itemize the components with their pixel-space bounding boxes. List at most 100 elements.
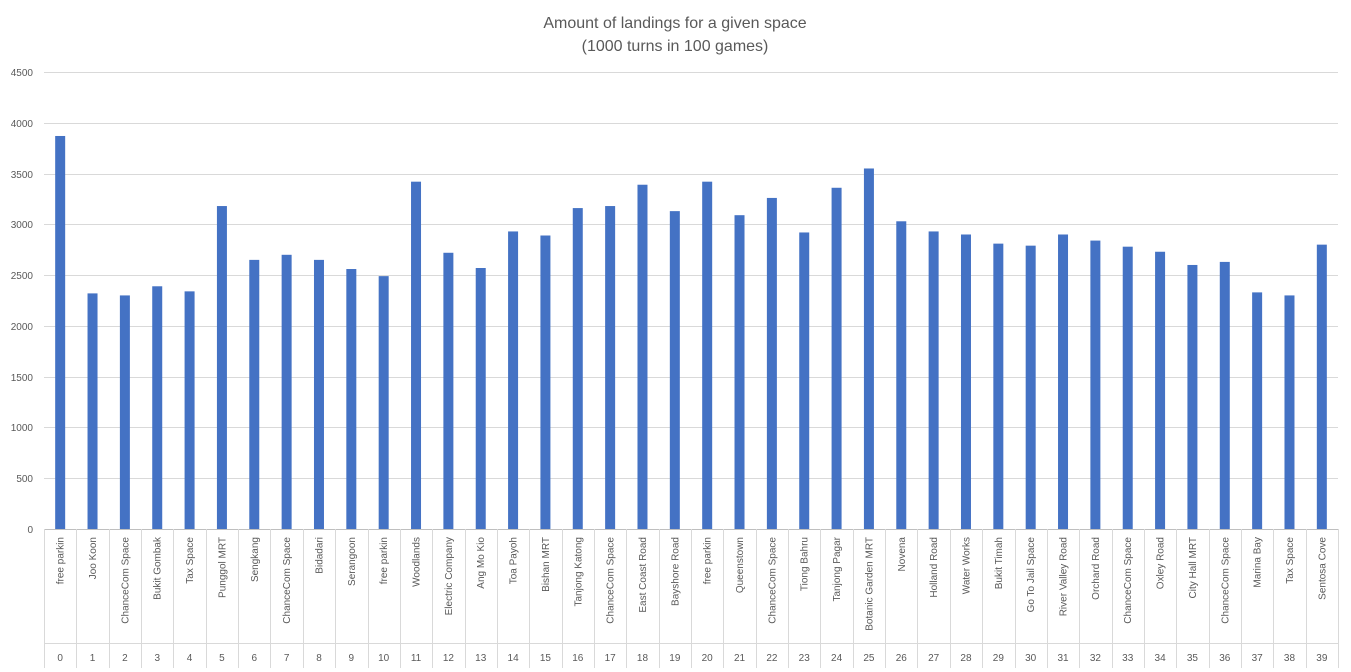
x-tick-label: ChanceCom Space	[282, 537, 293, 624]
x-tick-label: Toa Payoh	[509, 537, 520, 584]
bar	[378, 276, 389, 529]
x-index-label: 18	[637, 653, 649, 664]
y-tick-label: 4500	[11, 68, 34, 79]
bar	[1122, 246, 1133, 529]
x-index-label: 31	[1057, 653, 1069, 664]
x-tick-label: ChanceCom Space	[1220, 537, 1231, 624]
bar	[540, 235, 551, 529]
x-index-label: 21	[734, 653, 746, 664]
y-tick-label: 500	[16, 474, 33, 485]
bar	[119, 295, 130, 529]
y-tick-label: 2000	[11, 322, 34, 333]
x-index-label: 29	[993, 653, 1005, 664]
bar	[152, 286, 163, 529]
x-tick-label: Botanic Garden MRT	[864, 537, 875, 631]
bar	[831, 187, 842, 529]
x-tick-label: Joo Koon	[88, 537, 99, 579]
x-tick-label: Bayshore Road	[670, 537, 681, 606]
x-tick-label: Punggol MRT	[217, 537, 228, 598]
x-index-label: 30	[1025, 653, 1037, 664]
y-tick-label: 1500	[11, 373, 34, 384]
x-tick-label: Tanjong Pagar	[832, 536, 843, 601]
x-index-label: 7	[284, 653, 290, 664]
x-tick-label: Sengkang	[250, 537, 261, 582]
bar	[475, 268, 486, 529]
x-index-label: 26	[896, 653, 908, 664]
x-index-label: 14	[508, 653, 520, 664]
x-index-label: 1	[90, 653, 96, 664]
x-tick-label: Water Works	[961, 537, 972, 594]
x-tick-label: ChanceCom Space	[767, 537, 778, 624]
x-index-label: 39	[1316, 653, 1328, 664]
x-tick-label: Bukit Gombak	[153, 536, 164, 600]
x-tick-label: Tanjong Katong	[573, 537, 584, 607]
bar	[281, 254, 292, 530]
x-tick-label: Tax Space	[1285, 537, 1296, 584]
x-index-label: 13	[475, 653, 487, 664]
x-index-label: 0	[57, 653, 63, 664]
x-index-label: 15	[540, 653, 552, 664]
bar	[1219, 261, 1230, 529]
x-tick-label: River Valley Road	[1059, 537, 1070, 616]
bar	[572, 208, 583, 529]
x-tick-label: Go To Jail Space	[1026, 537, 1037, 613]
bar	[313, 259, 324, 529]
x-index-label: 32	[1090, 653, 1102, 664]
x-tick-label: Bishan MRT	[541, 537, 552, 592]
x-tick-label: ChanceCom Space	[120, 537, 131, 624]
y-tick-label: 3500	[11, 170, 34, 181]
bar	[87, 293, 98, 529]
x-tick-label: free parkin	[56, 537, 67, 584]
x-tick-label: ChanceCom Space	[1123, 537, 1134, 624]
bar	[1025, 245, 1036, 529]
y-tick-label: 1000	[11, 423, 34, 434]
bar	[346, 269, 357, 529]
x-tick-label: Holland Road	[929, 537, 940, 598]
bar	[508, 231, 519, 529]
x-index-label: 34	[1155, 653, 1167, 664]
x-index-label: 33	[1122, 653, 1134, 664]
x-index-label: 37	[1252, 653, 1264, 664]
x-index-label: 35	[1187, 653, 1199, 664]
bar	[605, 206, 616, 530]
x-tick-label: Ang Mo Kio	[476, 537, 487, 589]
y-tick-label: 2500	[11, 271, 34, 282]
x-index-label: 6	[251, 653, 257, 664]
x-index-label: 23	[799, 653, 811, 664]
x-tick-label: Marina Bay	[1253, 537, 1264, 588]
x-index-label: 16	[572, 653, 584, 664]
y-tick-label: 0	[27, 525, 33, 536]
x-tick-label: Tiong Bahru	[800, 537, 811, 591]
bar	[993, 243, 1004, 529]
gridlines	[44, 72, 1338, 530]
bar	[1058, 234, 1069, 530]
x-tick-label: Electric Company	[444, 537, 455, 615]
x-tick-label: Orchard Road	[1091, 537, 1102, 600]
x-tick-label: Tax Space	[185, 537, 196, 584]
bar	[863, 168, 874, 530]
bar	[896, 221, 907, 530]
y-tick-label: 3000	[11, 220, 34, 231]
bar	[734, 215, 745, 529]
bar	[1187, 264, 1198, 529]
x-index-label: 9	[349, 653, 355, 664]
bar	[55, 135, 66, 530]
x-tick-label: Woodlands	[412, 537, 423, 587]
x-tick-label: Sentosa Cove	[1317, 537, 1328, 600]
x-index-label: 36	[1219, 653, 1231, 664]
x-index-label: 12	[443, 653, 455, 664]
x-tick-label: Novena	[897, 537, 908, 572]
bar	[1316, 244, 1327, 529]
x-index-label: 20	[702, 653, 714, 664]
bar	[1090, 240, 1101, 529]
bar	[799, 232, 810, 529]
bar	[1155, 251, 1166, 529]
x-tick-label: City Hall MRT	[1188, 537, 1199, 598]
bar	[216, 206, 227, 530]
x-index-label: 11	[411, 653, 422, 664]
x-index-label: 25	[863, 653, 875, 664]
y-tick-label: 4000	[11, 119, 34, 130]
x-index-label: 2	[122, 653, 128, 664]
